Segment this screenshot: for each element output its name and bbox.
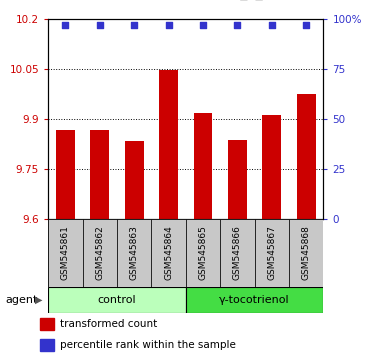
Text: γ-tocotrienol: γ-tocotrienol (219, 295, 290, 305)
Bar (90, 130, 109, 219)
Text: transformed count: transformed count (60, 319, 157, 329)
Bar (228, 140, 247, 219)
Bar (289, 219, 323, 287)
Bar (254, 219, 289, 287)
Bar (159, 70, 178, 219)
Text: agent: agent (6, 295, 38, 305)
Text: GSM545861: GSM545861 (61, 225, 70, 280)
Text: GSM545863: GSM545863 (130, 225, 139, 280)
Point (166, 23, 172, 28)
Text: GSM545868: GSM545868 (302, 225, 311, 280)
Text: GSM545866: GSM545866 (233, 225, 242, 280)
Bar (48, 219, 82, 287)
Point (303, 23, 309, 28)
Text: control: control (98, 295, 136, 305)
Bar (48, 287, 186, 313)
Text: GSM545867: GSM545867 (267, 225, 276, 280)
Text: GSM545864: GSM545864 (164, 225, 173, 280)
Bar (117, 219, 151, 287)
Bar (262, 115, 281, 219)
Bar (125, 141, 144, 219)
Bar (151, 219, 186, 287)
Point (234, 23, 241, 28)
Bar (194, 114, 213, 219)
Point (269, 23, 275, 28)
Bar (40, 318, 54, 330)
Point (97, 23, 103, 28)
Bar (56, 130, 75, 219)
Point (62, 23, 69, 28)
Point (200, 23, 206, 28)
Bar (40, 338, 54, 351)
Text: GSM545862: GSM545862 (95, 225, 104, 280)
Bar (186, 287, 323, 313)
Point (131, 23, 137, 28)
Bar (82, 219, 117, 287)
Text: ▶: ▶ (35, 295, 42, 305)
Bar (220, 219, 254, 287)
Text: GSM545865: GSM545865 (198, 225, 208, 280)
Bar (186, 219, 220, 287)
Bar (297, 95, 316, 219)
Text: percentile rank within the sample: percentile rank within the sample (60, 339, 236, 350)
